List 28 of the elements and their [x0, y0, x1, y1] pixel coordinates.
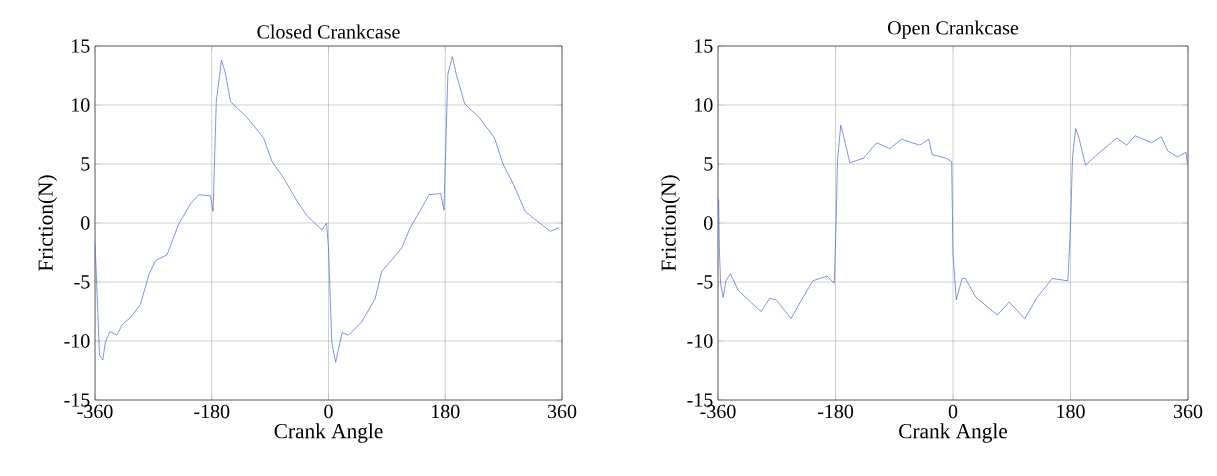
x-tick-label: -180: [817, 404, 854, 419]
y-tick-label: 10: [695, 98, 713, 112]
y-tick-label: 15: [72, 39, 90, 53]
line-series: [95, 56, 560, 363]
x-tick-label: -180: [194, 404, 230, 419]
chart-title: Closed Crankcase: [257, 24, 400, 39]
y-tick-label: -5: [697, 275, 713, 289]
line-series: [718, 124, 1188, 319]
x-tick-label: 180: [432, 404, 460, 419]
y-tick-label: -5: [74, 275, 90, 289]
y-tick-label: -10: [64, 334, 90, 348]
y-tick-label: 0: [81, 216, 90, 230]
chart-title: Open Crankcase: [888, 20, 1019, 39]
x-tick-label: 360: [1173, 404, 1203, 419]
x-tick-label: 0: [324, 404, 333, 419]
x-axis-title: Crank Angle: [274, 423, 383, 443]
x-tick-label: 180: [1057, 404, 1085, 419]
y-axis-title: Friction(N): [660, 175, 681, 271]
y-tick-label: 15: [695, 39, 713, 53]
y-tick-label: 10: [72, 98, 90, 112]
y-tick-label: 5: [81, 157, 90, 171]
x-axis-title: Crank Angle: [899, 423, 1008, 443]
y-axis-title: Friction(N): [37, 175, 58, 271]
x-tick-label: 360: [547, 404, 577, 419]
y-tick-label: -10: [687, 334, 713, 348]
y-tick-label: 5: [704, 157, 713, 171]
x-tick-label: 0: [948, 404, 958, 419]
y-tick-label: 0: [704, 216, 713, 230]
